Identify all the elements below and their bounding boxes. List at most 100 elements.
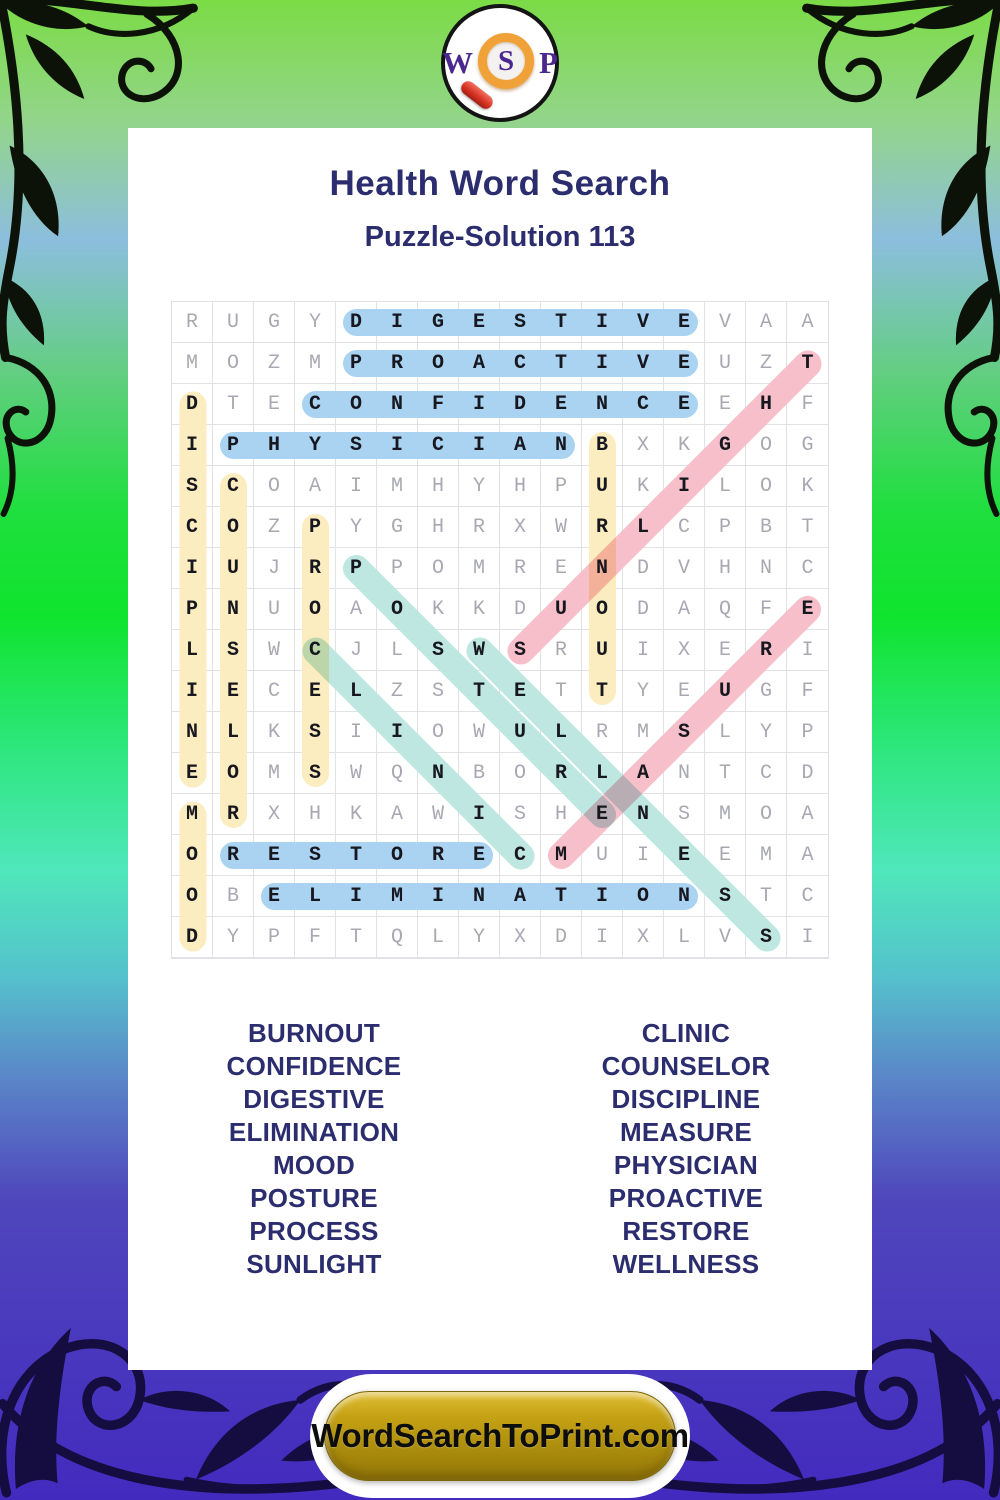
- grid-cell: I: [336, 876, 377, 917]
- grid-cell: N: [746, 548, 787, 589]
- grid-cell: E: [582, 794, 623, 835]
- grid-cell: C: [787, 548, 828, 589]
- grid-cell: L: [705, 712, 746, 753]
- grid-cell: B: [582, 425, 623, 466]
- magnifier-icon: S: [458, 33, 535, 112]
- grid-cell: I: [459, 425, 500, 466]
- grid-cell: E: [541, 548, 582, 589]
- grid-cell: T: [787, 507, 828, 548]
- grid-cell: M: [172, 343, 213, 384]
- grid-cell: N: [213, 589, 254, 630]
- grid-cell: C: [213, 466, 254, 507]
- grid-cell: L: [582, 753, 623, 794]
- grid-cell: C: [746, 753, 787, 794]
- grid-cell: F: [746, 589, 787, 630]
- grid-cell: H: [295, 794, 336, 835]
- grid-cell: O: [336, 384, 377, 425]
- grid-cell: T: [541, 302, 582, 343]
- grid-cell: C: [787, 876, 828, 917]
- grid-cell: S: [500, 630, 541, 671]
- grid-cell: R: [746, 630, 787, 671]
- grid-cell: Y: [213, 917, 254, 958]
- grid-cell: P: [213, 425, 254, 466]
- grid-cell: X: [254, 794, 295, 835]
- grid-cell: Y: [459, 466, 500, 507]
- grid-cell: N: [541, 425, 582, 466]
- grid-cell: E: [705, 835, 746, 876]
- grid-cell: O: [746, 425, 787, 466]
- grid-cell: D: [787, 753, 828, 794]
- grid-cell: N: [377, 384, 418, 425]
- grid-cell: J: [336, 630, 377, 671]
- grid-cell: T: [541, 671, 582, 712]
- grid-cell: W: [459, 712, 500, 753]
- grid-cell: X: [500, 507, 541, 548]
- site-logo[interactable]: W S P: [441, 4, 559, 122]
- website-link-button[interactable]: WordSearchToPrint.com: [311, 1391, 689, 1481]
- grid-cell: P: [541, 466, 582, 507]
- word-list-right-column: CLINIC COUNSELOR DISCIPLINE MEASURE PHYSICIA…: [500, 1017, 872, 1281]
- grid-cell: E: [500, 671, 541, 712]
- grid-cell: W: [541, 507, 582, 548]
- page-title: Health Word Search: [329, 164, 671, 203]
- grid-cell: C: [664, 507, 705, 548]
- grid-cell: U: [582, 630, 623, 671]
- grid-cell: D: [172, 384, 213, 425]
- word-list-item: POSTURE: [250, 1183, 378, 1213]
- grid-cell: U: [705, 343, 746, 384]
- grid-cell: H: [705, 548, 746, 589]
- grid-cell: F: [787, 671, 828, 712]
- grid-cell: M: [377, 466, 418, 507]
- grid-cell: M: [459, 548, 500, 589]
- grid-cell: K: [459, 589, 500, 630]
- grid-cell: X: [623, 917, 664, 958]
- word-list-item: RESTORE: [622, 1216, 750, 1246]
- grid-cell: O: [500, 753, 541, 794]
- grid-cell: A: [295, 466, 336, 507]
- grid-cell: E: [664, 302, 705, 343]
- word-list-item: DIGESTIVE: [243, 1084, 385, 1114]
- grid-cell: L: [541, 712, 582, 753]
- grid-cell: I: [582, 343, 623, 384]
- grid-cell: M: [377, 876, 418, 917]
- grid-cell: Q: [705, 589, 746, 630]
- grid-cell: G: [377, 507, 418, 548]
- grid-cell: O: [746, 466, 787, 507]
- grid-cell: R: [295, 548, 336, 589]
- grid-cell: T: [336, 835, 377, 876]
- grid-cell: E: [254, 835, 295, 876]
- grid-cell: B: [213, 876, 254, 917]
- grid-cell: A: [500, 425, 541, 466]
- grid-cell: I: [459, 384, 500, 425]
- grid-cell: U: [213, 302, 254, 343]
- grid-cell: I: [336, 712, 377, 753]
- grid-cell: L: [377, 630, 418, 671]
- grid-cell: N: [664, 876, 705, 917]
- grid-cell: H: [746, 384, 787, 425]
- grid-cell: K: [254, 712, 295, 753]
- grid-cell: D: [500, 589, 541, 630]
- grid-cell: S: [295, 712, 336, 753]
- grid-cell: Z: [254, 343, 295, 384]
- grid-cell: J: [254, 548, 295, 589]
- grid-cell: N: [172, 712, 213, 753]
- grid-cell: D: [623, 589, 664, 630]
- grid-cell: S: [746, 917, 787, 958]
- grid-cell: G: [254, 302, 295, 343]
- grid-cell: O: [172, 835, 213, 876]
- grid-cell: P: [336, 343, 377, 384]
- grid-cell: S: [418, 630, 459, 671]
- grid-cell: V: [623, 302, 664, 343]
- grid-cell: I: [172, 425, 213, 466]
- grid-cell: L: [705, 466, 746, 507]
- word-list-item: CONFIDENCE: [226, 1051, 402, 1081]
- grid-cell: I: [623, 835, 664, 876]
- grid-cell: N: [459, 876, 500, 917]
- word-list-left-column: BURNOUT CONFIDENCE DIGESTIVE ELIMINATION MOO…: [128, 1017, 500, 1281]
- grid-cell: E: [705, 630, 746, 671]
- grid-cell: L: [418, 917, 459, 958]
- grid-cell: R: [418, 835, 459, 876]
- grid-cell: H: [418, 466, 459, 507]
- grid-cell: S: [213, 630, 254, 671]
